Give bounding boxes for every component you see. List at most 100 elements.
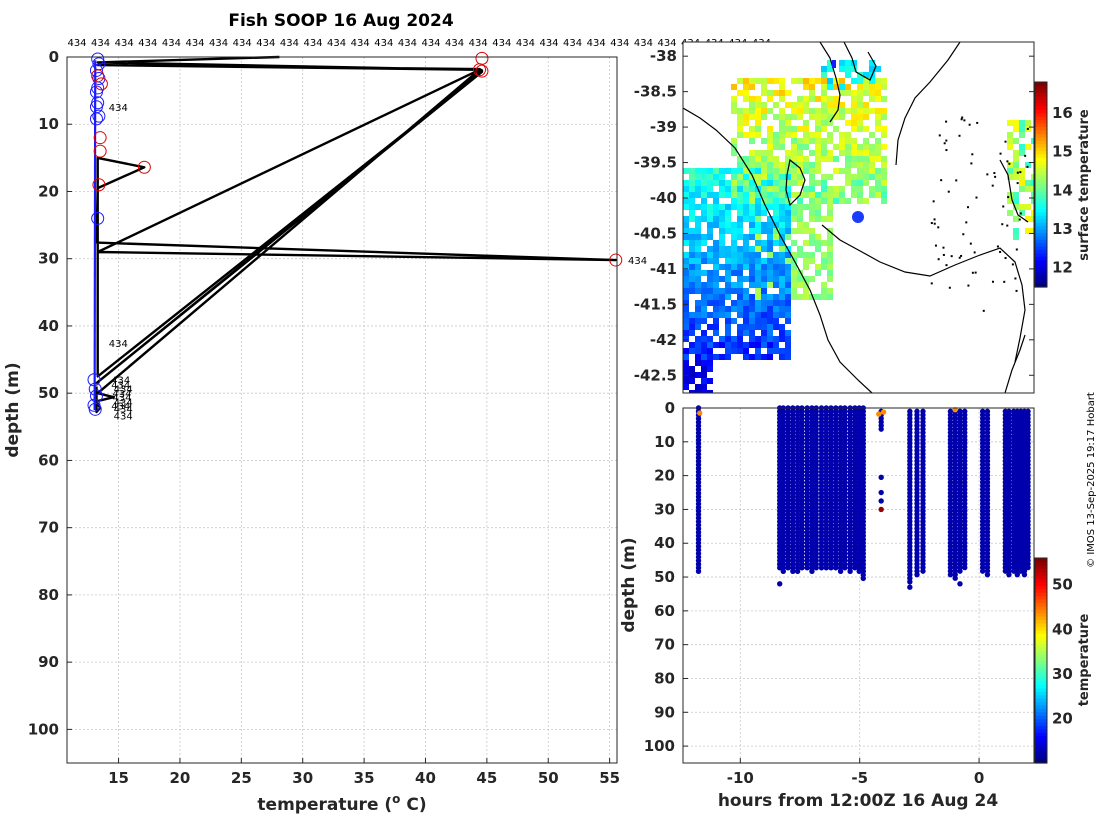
sst-pixel xyxy=(833,78,839,84)
scatter-point xyxy=(979,568,986,574)
sst-pixel xyxy=(869,90,875,96)
sst-pixel xyxy=(785,156,791,162)
sst-pixel xyxy=(689,318,695,324)
sst-pixel xyxy=(761,312,767,318)
sst-pixel xyxy=(737,288,743,294)
sst-pixel xyxy=(731,258,737,264)
sst-pixel xyxy=(803,102,809,108)
sst-pixel xyxy=(701,348,707,354)
sst-pixel xyxy=(737,132,743,138)
sst-pixel xyxy=(1019,126,1025,132)
sst-pixel xyxy=(785,336,791,342)
scatter-colorbar-step xyxy=(1035,722,1047,727)
sst-pixel xyxy=(743,120,749,126)
island-dot xyxy=(991,280,994,283)
top-vessel-label: 434 xyxy=(209,38,228,49)
sst-pixel xyxy=(725,252,731,258)
island-dot xyxy=(933,218,936,221)
island-dot xyxy=(971,153,974,156)
sst-pixel xyxy=(821,138,827,144)
map-colorbar-step xyxy=(1035,228,1047,233)
sst-pixel xyxy=(683,198,689,204)
island-dot xyxy=(1026,127,1029,130)
scatter-colorbar-step xyxy=(1035,599,1047,604)
sst-pixel xyxy=(695,240,701,246)
sst-pixel xyxy=(713,252,719,258)
sst-pixel xyxy=(815,264,821,270)
sst-pixel xyxy=(827,246,833,252)
scatter-point xyxy=(1025,564,1031,571)
scatter-colorbar-tick-label: 20 xyxy=(1052,709,1073,727)
sst-pixel xyxy=(797,108,803,114)
sst-pixel xyxy=(827,258,833,264)
sst-pixel xyxy=(695,384,701,390)
sst-pixel xyxy=(857,108,863,114)
scatter-colorbar-step xyxy=(1035,585,1047,590)
sst-pixel xyxy=(749,354,755,360)
island-dot xyxy=(1015,248,1018,251)
sst-pixel xyxy=(749,204,755,210)
sst-pixel xyxy=(821,90,827,96)
sst-pixel xyxy=(851,96,857,102)
sst-pixel xyxy=(803,138,809,144)
sst-pixel xyxy=(797,276,803,282)
sst-pixel xyxy=(701,168,707,174)
sst-pixel xyxy=(785,306,791,312)
sst-pixel xyxy=(797,252,803,258)
top-vessel-label: 434 xyxy=(233,38,252,49)
sst-pixel xyxy=(869,192,875,198)
sst-pixel xyxy=(695,360,701,366)
sst-pixel xyxy=(761,156,767,162)
sst-pixel xyxy=(713,246,719,252)
sst-pixel xyxy=(785,162,791,168)
sst-pixel xyxy=(869,186,875,192)
sst-pixel xyxy=(731,138,737,144)
sst-pixel xyxy=(719,288,725,294)
sst-pixel xyxy=(827,66,833,72)
sst-pixel xyxy=(815,240,821,246)
profile-x-ticks: 15 20 25 30 35 40 45 50 55 xyxy=(108,758,620,787)
sst-pixel xyxy=(869,108,875,114)
sst-pixel xyxy=(881,162,887,168)
sst-pixel xyxy=(1019,180,1025,186)
sst-pixel xyxy=(1025,204,1031,210)
sst-pixel xyxy=(737,270,743,276)
sst-pixel xyxy=(1025,216,1031,222)
sst-pixel xyxy=(1007,132,1013,138)
sst-pixel xyxy=(713,210,719,216)
sst-pixel xyxy=(737,156,743,162)
sst-pixel xyxy=(851,78,857,84)
island-dot xyxy=(982,309,985,312)
map-colorbar-step xyxy=(1035,88,1047,93)
sst-pixel xyxy=(689,186,695,192)
sst-pixel xyxy=(815,204,821,210)
sst-pixel xyxy=(791,294,797,300)
scatter-colorbar-step xyxy=(1035,629,1047,634)
top-vessel-label: 434 xyxy=(138,38,157,49)
sst-pixel xyxy=(779,180,785,186)
sst-pixel xyxy=(701,240,707,246)
profile-point-flagged xyxy=(93,144,107,158)
sst-pixel xyxy=(749,114,755,120)
sst-pixel xyxy=(785,216,791,222)
sst-pixel xyxy=(821,174,827,180)
sst-pixel xyxy=(809,198,815,204)
sst-pixel xyxy=(731,300,737,306)
sst-pixel xyxy=(839,168,845,174)
sst-pixel xyxy=(779,132,785,138)
map-colorbar-step xyxy=(1035,242,1047,247)
sst-pixel xyxy=(839,150,845,156)
scatter-colorbar-step xyxy=(1035,561,1047,566)
sst-pixel xyxy=(725,282,731,288)
sst-pixel xyxy=(767,294,773,300)
island-dot xyxy=(994,175,997,178)
sst-pixel xyxy=(695,222,701,228)
sst-pixel xyxy=(797,102,803,108)
profile-vessel-label: 434 xyxy=(111,401,130,412)
sst-pixel xyxy=(713,282,719,288)
map-colorbar-step xyxy=(1035,146,1047,151)
sst-pixel xyxy=(719,240,725,246)
sst-pixel xyxy=(779,144,785,150)
sst-pixel xyxy=(779,246,785,252)
sst-pixel xyxy=(869,150,875,156)
